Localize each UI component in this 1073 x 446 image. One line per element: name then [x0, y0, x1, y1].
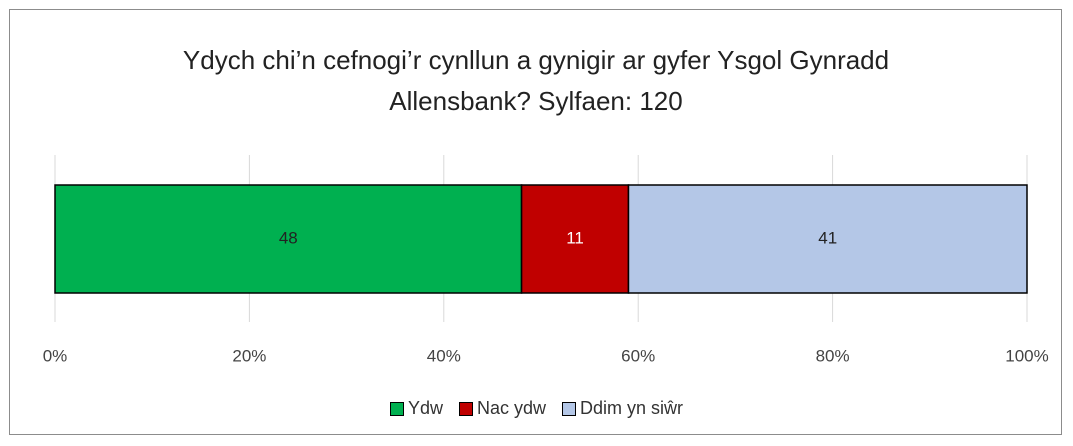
- x-tick-label: 0%: [43, 346, 68, 365]
- bar-segment: [627, 184, 1028, 294]
- chart-title: Ydych chi’n cefnogi’r cynllun a gynigir …: [182, 45, 890, 116]
- chart-border: [9, 9, 1062, 435]
- legend-item: Nac ydw: [458, 398, 547, 419]
- x-tick-label: 100%: [1005, 346, 1048, 365]
- legend-item: Ddim yn siŵr: [562, 398, 683, 419]
- bar-segment: [54, 184, 523, 294]
- bar-segment: [520, 184, 630, 294]
- legend: Ydw Nac ydw Ddim yn siŵr: [0, 398, 1073, 419]
- legend-swatch: [458, 401, 473, 416]
- legend-label: Ddim yn siŵr: [580, 398, 684, 418]
- data-label: 41: [818, 228, 837, 247]
- legend-swatch: [562, 401, 577, 416]
- x-tick-label: 60%: [621, 346, 655, 365]
- data-label: 11: [566, 228, 584, 247]
- legend-swatch: [389, 401, 404, 416]
- x-tick-label: 20%: [232, 346, 266, 365]
- legend-label: Ydw: [407, 398, 443, 418]
- data-label: 48: [279, 228, 298, 247]
- legend-item: Ydw: [389, 398, 443, 419]
- x-tick-label: 40%: [427, 346, 461, 365]
- legend-label: Nac ydw: [476, 398, 547, 418]
- x-tick-label: 80%: [816, 346, 850, 365]
